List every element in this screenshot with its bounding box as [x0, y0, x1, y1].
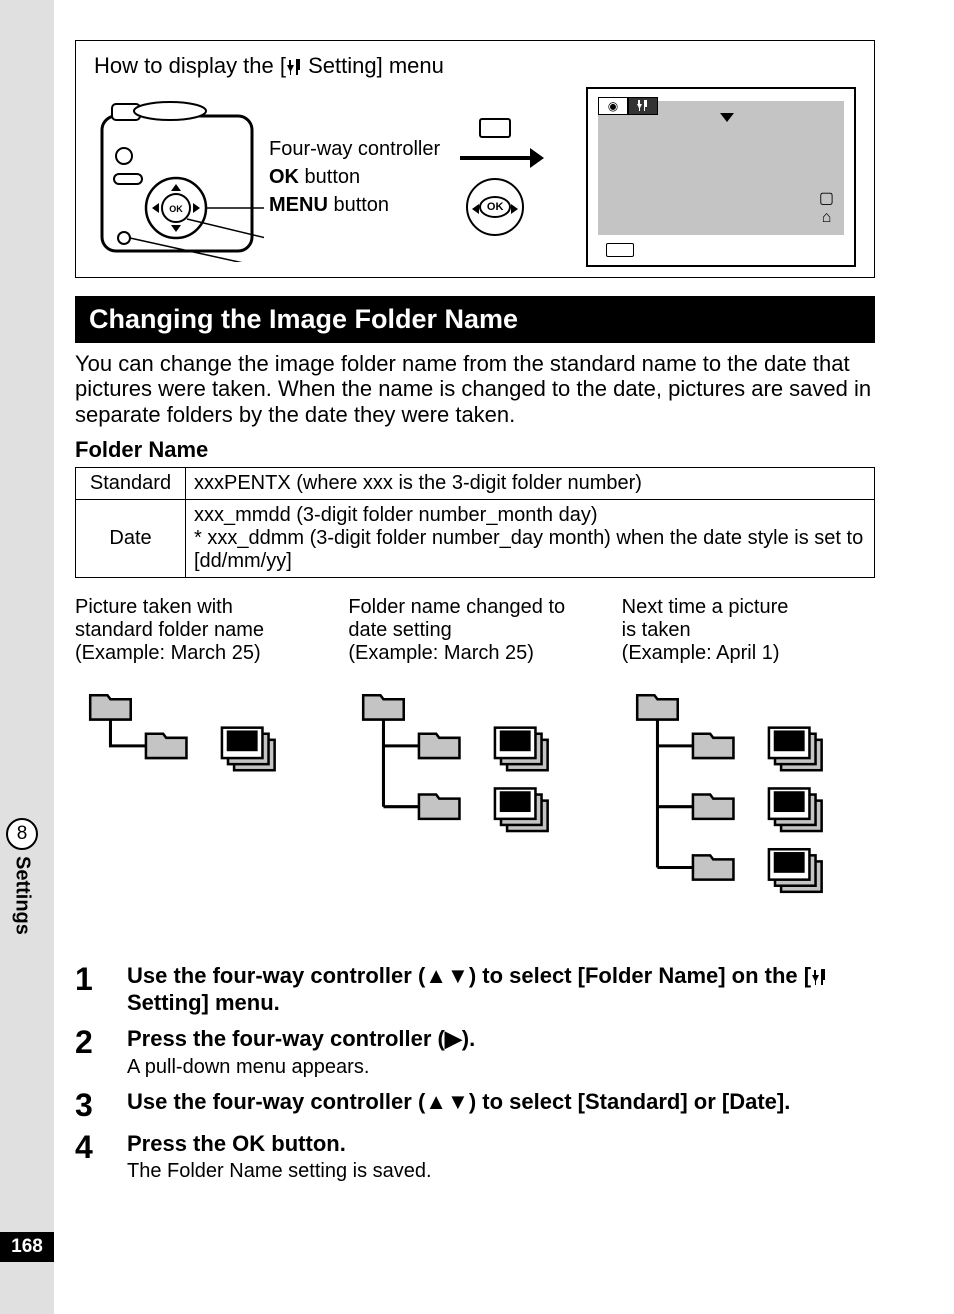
step-3: 3 Use the four-way controller (▲▼) to se… — [75, 1089, 875, 1121]
example-col-1: Picture taken withstandard folder name(E… — [75, 596, 328, 945]
section-heading: Changing the Image Folder Name — [75, 296, 875, 343]
step-4-sub: The Folder Name setting is saved. — [127, 1159, 875, 1183]
step-number: 3 — [75, 1089, 127, 1121]
scroll-down-icon — [720, 113, 734, 122]
arrow-icon — [460, 156, 530, 160]
cell-standard-desc: xxxPENTX (where xxx is the 3-digit folde… — [186, 467, 875, 499]
cell-date-label: Date — [76, 499, 186, 577]
folder-tree-3 — [622, 677, 875, 940]
camera-illustration: OK — [94, 92, 264, 262]
table-row: Standard xxxPENTX (where xxx is the 3-di… — [76, 467, 875, 499]
step-2-text: Press the four-way controller (▶). — [127, 1026, 875, 1052]
step-4-text: Press the OK button. — [127, 1131, 875, 1157]
svg-text:OK: OK — [169, 204, 183, 214]
screen-bottom-button — [606, 243, 634, 257]
step-1: 1 Use the four-way controller (▲▼) to se… — [75, 963, 875, 1016]
step-number: 4 — [75, 1131, 127, 1183]
diagram-title: How to display the [ Setting] menu — [94, 53, 856, 79]
tab-camera-icon: ◉ — [598, 97, 628, 115]
tab-setting-icon — [628, 97, 658, 115]
lcd-screen: ◉ ▢⌂ — [586, 87, 856, 267]
menu-button-icon — [479, 118, 511, 138]
folder-name-subhead: Folder Name — [75, 437, 875, 463]
diagram-flow: OK — [460, 118, 530, 236]
section-tab: 8 Settings — [0, 818, 44, 935]
cell-date-desc: xxx_mmdd (3-digit folder number_month da… — [186, 499, 875, 577]
page-number: 168 — [0, 1232, 54, 1262]
setting-icon — [811, 968, 827, 986]
example-col-2: Folder name changed todate setting(Examp… — [348, 596, 601, 945]
section-number-circle: 8 — [6, 818, 38, 850]
step-number: 1 — [75, 963, 127, 1016]
folder-examples: Picture taken withstandard folder name(E… — [75, 596, 875, 945]
step-1-text: Use the four-way controller (▲▼) to sele… — [127, 963, 875, 1016]
folder-tree-2 — [348, 677, 601, 880]
ok-controller-icon: OK — [466, 178, 524, 236]
example-col-3: Next time a pictureis taken(Example: Apr… — [622, 596, 875, 945]
cell-standard-label: Standard — [76, 467, 186, 499]
camera-labels: Four-way controller OK button MENU butto… — [269, 135, 440, 219]
left-sidebar-strip — [0, 0, 54, 1314]
step-4: 4 Press the OK button. The Folder Name s… — [75, 1131, 875, 1183]
step-3-text: Use the four-way controller (▲▼) to sele… — [127, 1089, 875, 1115]
screen-icons: ▢⌂ — [819, 189, 834, 227]
table-row: Date xxx_mmdd (3-digit folder number_mon… — [76, 499, 875, 577]
section-label: Settings — [11, 856, 34, 935]
how-to-diagram: How to display the [ Setting] menu OK — [75, 40, 875, 278]
step-2-sub: A pull-down menu appears. — [127, 1055, 875, 1079]
folder-name-table: Standard xxxPENTX (where xxx is the 3-di… — [75, 467, 875, 578]
menu-button-label: MENU button — [269, 191, 440, 219]
step-number: 2 — [75, 1026, 127, 1078]
intro-text: You can change the image folder name fro… — [75, 351, 875, 427]
ok-button-label: OK button — [269, 163, 440, 191]
fourway-label: Four-way controller — [269, 135, 440, 163]
setting-icon — [286, 58, 302, 76]
step-2: 2 Press the four-way controller (▶). A p… — [75, 1026, 875, 1078]
folder-tree-1 — [75, 677, 328, 880]
